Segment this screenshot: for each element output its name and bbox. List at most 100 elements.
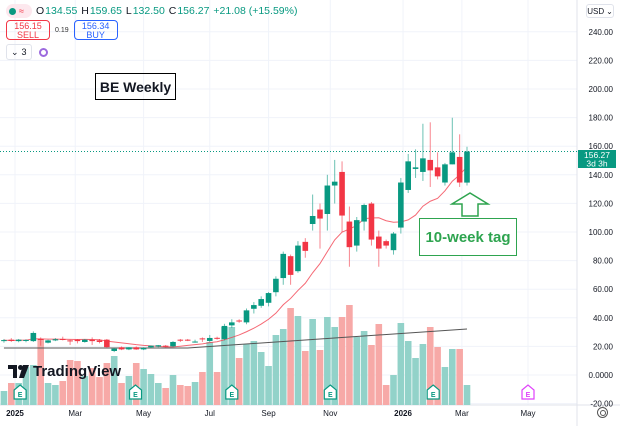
logo-text: TradingView (33, 363, 122, 380)
volume-bar (66, 360, 74, 405)
candle (317, 203, 323, 249)
candle-body (353, 220, 360, 246)
candle (67, 339, 73, 345)
tradingview-logo[interactable]: TradingView (8, 363, 121, 380)
candle (162, 344, 169, 348)
candle-body (265, 293, 272, 303)
volume-bar (147, 374, 155, 405)
y-tick-label: 20.00 (593, 342, 614, 351)
volume-bar (191, 382, 199, 405)
candle (398, 177, 404, 234)
candle-body (368, 203, 375, 240)
y-tick-label: 60.00 (593, 285, 614, 294)
candle-body (280, 253, 287, 279)
last-price-label: 156.27 3d 3h (578, 150, 616, 169)
bar-countdown: 3d 3h (586, 159, 608, 169)
sell-button[interactable]: 156.15 SELL (6, 20, 50, 40)
volume-bar (206, 342, 214, 405)
y-tick-label: 80.00 (593, 257, 614, 266)
volume-bar (368, 345, 375, 405)
wave-icon: ≈ (19, 5, 24, 16)
chevron-down-icon: ⌄ (11, 46, 19, 57)
candle (126, 347, 132, 351)
candle-body (104, 339, 110, 348)
candle-body (67, 340, 73, 342)
candle-body (82, 339, 88, 342)
volume-bar (221, 327, 228, 405)
ma10-path (3, 166, 468, 348)
candle-body (331, 181, 338, 186)
volume-bar (155, 383, 162, 405)
trade-buttons: 156.15 SELL 0.19 156.34 BUY (6, 20, 118, 40)
sell-label: SELL (16, 30, 40, 40)
candle (199, 337, 206, 342)
candle (140, 347, 147, 351)
candle (427, 122, 434, 187)
candle-body (177, 339, 184, 341)
candle-body (346, 221, 353, 248)
candle (170, 341, 176, 347)
candle (30, 331, 37, 342)
volume-bar (199, 372, 206, 405)
y-tick-label: 220.00 (589, 56, 614, 65)
candle-body (258, 299, 264, 306)
close-label: C (168, 5, 177, 17)
market-status-button[interactable]: ≈ (6, 4, 32, 18)
settings-icon[interactable] (597, 407, 608, 418)
candle-body (427, 159, 434, 171)
volume-bar (103, 363, 111, 405)
volume-bar (287, 308, 294, 405)
currency-dropdown[interactable]: USD ⌄ (586, 4, 614, 18)
earnings-icon (225, 384, 239, 400)
candle (214, 336, 220, 340)
change-value: +21.08 (+15.59%) (213, 5, 298, 17)
spread-value: 0.19 (55, 26, 69, 34)
volume-bar (279, 329, 287, 405)
candle-body (412, 167, 419, 169)
volume-bar (353, 337, 361, 405)
loading-icon[interactable] (38, 47, 48, 57)
candle (133, 346, 140, 350)
candle-body (405, 161, 411, 190)
candle-body (309, 215, 316, 224)
earnings-label: E (526, 392, 531, 399)
volume-bar (382, 385, 390, 405)
candle (420, 123, 426, 181)
volume-bar (162, 388, 169, 405)
candle-body (243, 310, 250, 323)
candle (405, 153, 411, 193)
earnings-icon (426, 384, 440, 400)
volume-bar (294, 316, 302, 405)
time-axis[interactable]: 2025 Mar May Jul Sep Nov 2026 Mar May (6, 409, 535, 418)
candle (45, 339, 51, 344)
earnings-label: E (328, 392, 333, 399)
y-tick-label: 200.00 (589, 85, 614, 94)
candle (280, 251, 287, 285)
candle (74, 338, 81, 344)
candle-body (442, 164, 448, 183)
volume-bar (213, 372, 221, 405)
candle-body (229, 322, 235, 326)
candle-body (170, 341, 176, 347)
open-label: O (36, 5, 45, 17)
candle (353, 216, 360, 252)
volume-bar (81, 376, 89, 405)
close-value: 156.27 (177, 5, 210, 17)
volume-bar (169, 375, 177, 405)
volume-bar (375, 324, 383, 405)
earnings-icon (521, 384, 535, 400)
candle (148, 345, 154, 348)
y-tick-label: 120.00 (589, 199, 614, 208)
volume-bar (463, 385, 471, 405)
price-axis[interactable]: 240.00 220.00 200.00 180.00 160.00 140.00 120.… (589, 28, 614, 409)
earnings-icon (13, 384, 27, 400)
candle-body (126, 347, 132, 350)
candle (464, 146, 470, 186)
indicators-toggle[interactable]: ⌄ 3 (6, 44, 32, 60)
candle (89, 337, 95, 345)
candle-body (376, 236, 382, 249)
volume-bar (235, 358, 243, 405)
buy-button[interactable]: 156.34 BUY (73, 20, 118, 40)
y-tick-label: 140.00 (589, 171, 614, 180)
